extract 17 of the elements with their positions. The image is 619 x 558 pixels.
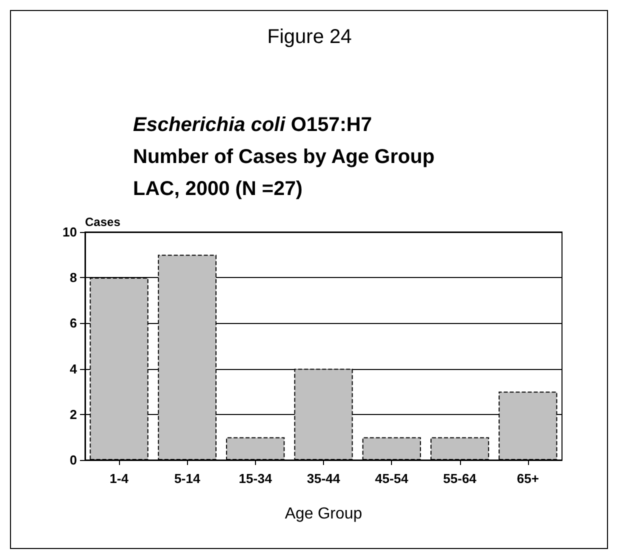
x-tick-label: 5-14 xyxy=(174,471,201,486)
x-tick-label: 15-34 xyxy=(238,471,273,486)
x-axis-title: Age Group xyxy=(284,506,362,522)
y-tick-label: 10 xyxy=(62,224,77,240)
x-tick-label: 45-54 xyxy=(375,471,410,486)
y-tick-label: 8 xyxy=(70,270,77,286)
y-axis-title: Cases xyxy=(85,215,121,229)
x-tick-label: 65+ xyxy=(516,471,540,486)
y-tick-label: 6 xyxy=(70,316,77,331)
y-tick-label: 0 xyxy=(70,452,77,468)
x-tick-label: 55-64 xyxy=(443,471,478,486)
x-tick-label: 35-44 xyxy=(306,471,341,486)
x-tick-label: 1-4 xyxy=(110,471,130,486)
y-tick-label: 2 xyxy=(70,406,77,422)
chart-subtitle: Escherichia coli O157:H7 Number of Cases by Age Group LAC, 2000 (N =27) xyxy=(133,114,435,200)
chart-title: Figure 24 xyxy=(267,26,352,48)
y-tick-label: 4 xyxy=(70,361,78,376)
